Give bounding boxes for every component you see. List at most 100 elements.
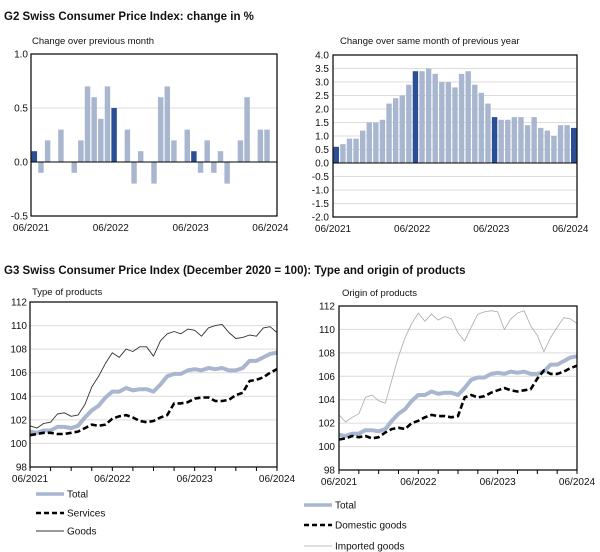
type-y-tick-label: 106	[10, 368, 27, 379]
type-y-tick-label: 112	[11, 298, 27, 309]
mom-bar	[111, 108, 117, 162]
mom-plot-frame	[30, 53, 278, 217]
type-plot-frame	[29, 301, 278, 468]
yoy-y-tick-label: -0.5	[312, 172, 330, 183]
type-y-tick-label: 100	[10, 439, 27, 450]
yoy-bar	[544, 130, 551, 163]
mom-x-tick-label: 06/2024	[252, 223, 289, 234]
yoy-y-tick-label: 1.5	[315, 118, 329, 129]
mom-bar	[151, 162, 157, 184]
yoy-y-tick-label: -1.0	[312, 186, 330, 197]
yoy-bar	[346, 138, 353, 163]
yoy-y-tick-label: 2.5	[315, 91, 329, 102]
mom-bar	[124, 129, 131, 162]
yoy-bar	[399, 95, 405, 163]
yoy-bar	[386, 103, 392, 163]
origin-y-tick-label: 110	[319, 325, 335, 336]
yoy-bar	[432, 73, 438, 163]
yoy-y-tick-label: 1.0	[315, 132, 329, 143]
yoy-bar	[366, 122, 372, 163]
legend-label: Services	[67, 509, 105, 520]
yoy-x-tick-label: 06/2022	[394, 224, 431, 235]
yoy-y-tick-label: 3.0	[315, 78, 329, 89]
legend-label: Domestic goods	[335, 521, 407, 532]
yoy-bar	[465, 71, 471, 163]
yoy-bar	[439, 82, 445, 163]
mom-bar	[197, 162, 204, 173]
yoy-bar	[406, 84, 412, 163]
yoy-bar	[419, 71, 425, 163]
origin-series-domestic-goods	[338, 364, 578, 441]
mom-bar	[58, 129, 64, 162]
legend-label: Total	[335, 501, 356, 512]
type-series-total	[29, 350, 278, 435]
yoy-y-tick-label: 0.0	[315, 159, 329, 170]
yoy-y-tick-label: 2.0	[315, 105, 329, 116]
mom-bar	[164, 86, 171, 162]
type-x-tick-label: 06/2021	[12, 474, 49, 485]
yoy-x-tick-label: 06/2024	[552, 224, 589, 235]
yoy-bar	[412, 71, 419, 163]
type-y-tick-label: 104	[10, 392, 27, 403]
yoy-y-tick-label: 4.0	[315, 51, 329, 62]
yoy-bar	[373, 122, 379, 163]
yoy-plot-frame	[332, 54, 578, 218]
yoy-bar	[353, 138, 359, 163]
yoy-bar	[524, 125, 531, 163]
yoy-bar	[511, 117, 518, 163]
yoy-x-tick-label: 06/2021	[315, 224, 352, 235]
mom-bar	[184, 129, 190, 162]
mom-bar	[71, 162, 77, 173]
yoy-bar	[333, 146, 339, 163]
yoy-x-tick-label: 06/2023	[473, 224, 510, 235]
mom-bar	[44, 140, 51, 162]
yoy-bar	[458, 73, 465, 163]
mom-bar	[191, 151, 197, 162]
yoy-subtitle: Change over same month of previous year	[340, 36, 520, 47]
legend-label: Goods	[67, 527, 96, 538]
mom-bar	[31, 151, 38, 162]
origin-subtitle: Origin of products	[342, 288, 417, 299]
mom-bar	[217, 151, 224, 162]
mom-bar	[237, 140, 244, 162]
yoy-y-tick-label: 3.5	[315, 64, 329, 75]
mom-bar	[211, 162, 217, 173]
legend-label: Total	[67, 490, 88, 501]
yoy-bar	[505, 119, 511, 163]
mom-bar	[98, 118, 104, 162]
yoy-bar	[425, 68, 432, 163]
yoy-bar	[472, 84, 478, 163]
yoy-bar	[340, 144, 346, 163]
mom-bar	[84, 86, 91, 162]
mom-y-tick-label: 1.0	[14, 50, 28, 61]
type-y-tick-label: 98	[16, 463, 28, 474]
type-series-services	[29, 368, 278, 437]
type-x-tick-label: 06/2022	[94, 474, 131, 485]
mom-bar	[171, 140, 177, 162]
mom-x-tick-label: 06/2022	[93, 223, 130, 234]
type-x-tick-label: 06/2023	[177, 474, 214, 485]
mom-bar	[244, 97, 250, 162]
legend-label: Imported goods	[335, 542, 405, 552]
yoy-bar	[485, 103, 491, 163]
mom-y-tick-label: -0.5	[11, 212, 29, 223]
yoy-bar	[538, 127, 544, 163]
mom-y-tick-label: 0.0	[14, 158, 28, 169]
mom-bar	[78, 140, 84, 162]
yoy-bar	[557, 125, 564, 163]
origin-x-tick-label: 06/2021	[321, 477, 358, 488]
mom-bar	[137, 151, 144, 162]
yoy-bar	[551, 136, 557, 163]
type-y-tick-label: 108	[10, 345, 27, 356]
yoy-bar	[379, 119, 386, 163]
yoy-bar	[531, 117, 537, 163]
origin-y-tick-label: 112	[319, 302, 335, 313]
origin-y-tick-label: 104	[318, 395, 335, 406]
origin-y-tick-label: 106	[318, 372, 335, 383]
yoy-y-tick-label: 0.5	[315, 145, 329, 156]
origin-series-total	[338, 354, 578, 438]
mom-subtitle: Change over previous month	[32, 36, 154, 47]
yoy-bar	[452, 87, 458, 163]
origin-x-tick-label: 06/2024	[559, 477, 596, 488]
